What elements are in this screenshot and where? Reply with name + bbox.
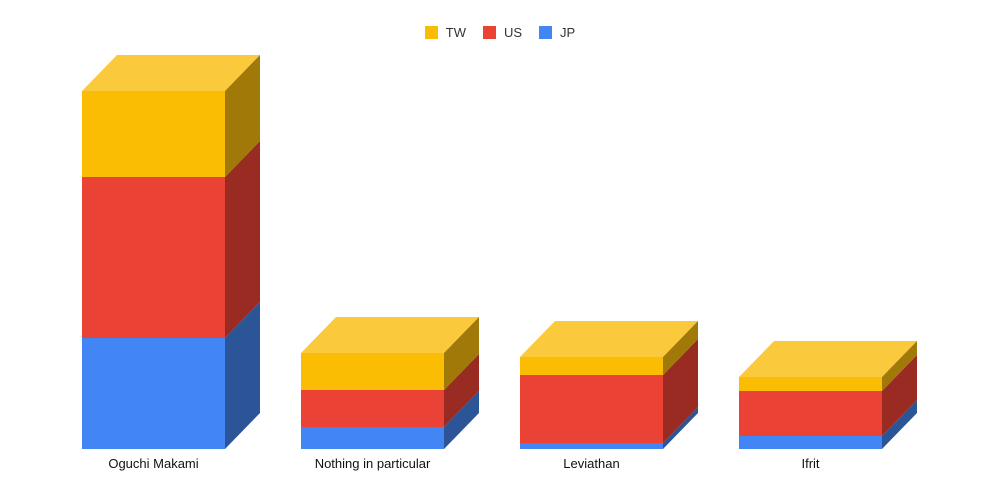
bar-side-face (882, 341, 917, 391)
bar-front-face (739, 391, 882, 436)
bar-side-face (444, 391, 479, 449)
category-label: Leviathan (563, 456, 620, 471)
category-label: Ifrit (801, 456, 820, 471)
bar-front-face (82, 91, 225, 177)
bar-top-face (82, 55, 260, 91)
bar-side-face (225, 141, 260, 338)
bar-side-face (444, 317, 479, 390)
bar-side-face (225, 302, 260, 449)
bar-front-face (301, 390, 444, 427)
legend-label-jp: JP (560, 25, 576, 40)
category-label: Oguchi Makami (108, 456, 199, 471)
bar-front-face (520, 443, 663, 449)
legend-item-tw: TW (424, 25, 466, 40)
legend-label-us: US (503, 25, 523, 40)
legend-swatch-jp-icon (539, 26, 553, 39)
bar-top-face (739, 341, 917, 377)
bar-top-face (301, 317, 479, 353)
bar-top-face (520, 321, 698, 357)
bar-side-face (663, 321, 698, 375)
bar-side-face (882, 355, 917, 436)
legend-item-us: US (482, 25, 523, 40)
bar-front-face (301, 427, 444, 449)
legend-item-jp: JP (539, 25, 575, 40)
bar-front-face (739, 377, 882, 391)
legend-label-tw: TW (445, 25, 466, 40)
bar-front-face (82, 177, 225, 338)
bar-side-face (444, 354, 479, 427)
bar-side-face (663, 339, 698, 443)
bar-front-face (520, 375, 663, 443)
legend: TW US JP (0, 25, 1000, 40)
bar-side-face (882, 400, 917, 449)
bar-front-face (82, 338, 225, 449)
bar-side-face (663, 407, 698, 449)
bar-side-face (225, 55, 260, 177)
bar-front-face (739, 436, 882, 449)
category-label: Nothing in particular (314, 456, 431, 471)
legend-swatch-us-icon (482, 26, 496, 39)
bar-front-face (520, 357, 663, 375)
bar-front-face (301, 353, 444, 390)
legend-swatch-tw-icon (424, 26, 438, 39)
